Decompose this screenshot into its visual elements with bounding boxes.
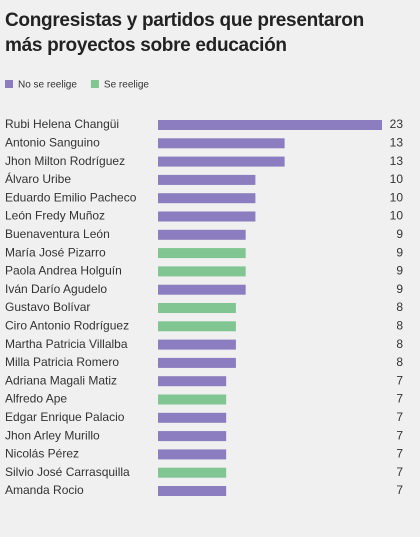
category-label: Adriana Magali Matiz: [5, 373, 117, 387]
value-label: 9: [396, 227, 403, 241]
value-label: 7: [396, 410, 403, 424]
category-label: Jhon Milton Rodríguez: [5, 154, 125, 168]
value-label: 7: [396, 447, 403, 461]
legend-swatch: [90, 80, 99, 88]
category-label: Milla Patricia Romero: [5, 355, 119, 369]
chart-title: Congresistas y partidos que presentaron …: [5, 10, 364, 56]
bar: [158, 174, 256, 185]
category-label: Eduardo Emilio Pacheco: [5, 190, 137, 204]
bar: [158, 193, 256, 204]
value-label: 7: [396, 373, 403, 387]
value-label: 10: [390, 209, 404, 223]
bar: [158, 339, 236, 350]
bar: [158, 486, 227, 496]
value-label: 10: [390, 190, 404, 204]
bar: [158, 138, 285, 149]
value-label: 13: [390, 154, 404, 168]
category-label: Paola Andrea Holguín: [5, 264, 122, 278]
bar: [158, 120, 382, 130]
category-label: Alfredo Ape: [5, 392, 67, 406]
category-label: Martha Patricia Villalba: [5, 337, 128, 351]
bar: [158, 211, 256, 222]
value-label: 8: [396, 355, 403, 369]
category-label: León Fredy Muñoz: [5, 209, 105, 223]
category-label: Iván Darío Agudelo: [5, 282, 107, 296]
category-label: María José Pizarro: [5, 245, 106, 259]
bar: [158, 357, 236, 368]
value-label: 8: [396, 318, 403, 332]
bar: [158, 431, 227, 442]
bar: [158, 229, 246, 240]
value-label: 9: [396, 282, 403, 296]
value-label: 8: [396, 337, 403, 351]
value-label: 7: [396, 428, 403, 442]
bar: [158, 303, 236, 313]
value-label: 8: [396, 300, 403, 314]
value-label: 23: [390, 117, 404, 131]
legend-label: No se reelige: [18, 80, 77, 91]
bar: [158, 248, 246, 259]
category-label: Buenaventura León: [5, 227, 110, 241]
value-label: 13: [390, 135, 404, 149]
value-label: 7: [396, 465, 403, 479]
value-label: 7: [396, 483, 403, 497]
bar: [158, 156, 285, 167]
category-label: Gustavo Bolívar: [5, 300, 90, 314]
category-label: Edgar Enrique Palacio: [5, 410, 125, 424]
bar: [158, 266, 246, 277]
value-label: 7: [396, 392, 403, 406]
legend-label: Se reelige: [104, 80, 149, 91]
bar: [158, 321, 236, 332]
bar: [158, 284, 246, 295]
category-label: Ciro Antonio Rodríguez: [5, 318, 129, 332]
category-label: Rubi Helena Changüi: [5, 117, 119, 131]
category-label: Nicolás Pérez: [5, 447, 79, 461]
category-label: Amanda Rocio: [5, 483, 84, 497]
bar: [158, 376, 227, 387]
category-label: Álvaro Uribe: [5, 171, 71, 186]
category-label: Antonio Sanguino: [5, 135, 100, 149]
category-label: Silvio José Carrasquilla: [5, 465, 130, 479]
category-label: Jhon Arley Murillo: [5, 428, 100, 442]
bar: [158, 467, 227, 478]
value-label: 10: [390, 172, 404, 186]
value-label: 9: [396, 264, 403, 278]
bar: [158, 412, 227, 423]
bar: [158, 449, 227, 460]
value-label: 9: [396, 245, 403, 259]
legend-swatch: [5, 80, 13, 88]
bar: [158, 394, 227, 405]
